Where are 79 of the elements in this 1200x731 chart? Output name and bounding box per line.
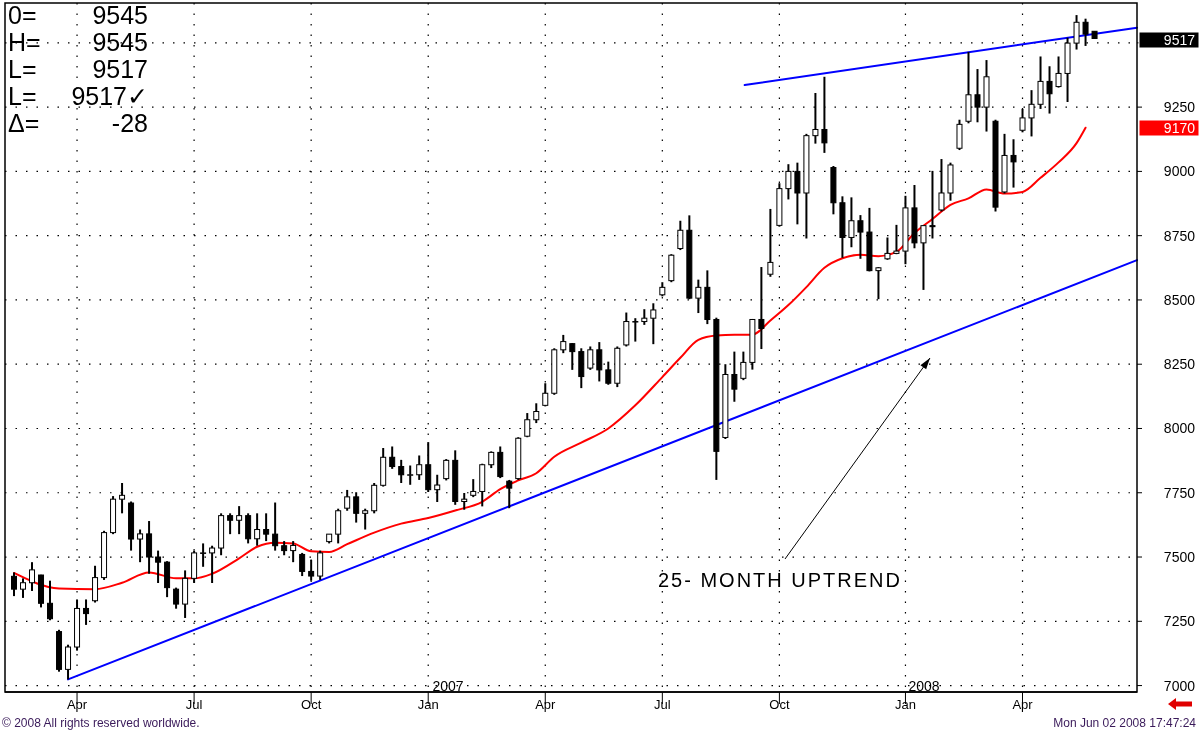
candlestick (1046, 65, 1053, 115)
candlestick (254, 512, 261, 547)
candlestick (407, 464, 414, 486)
x-tick-label: Jul (654, 697, 671, 712)
candlestick (47, 579, 54, 622)
text: © 2008 All rights reserved worldwide. (2, 716, 200, 730)
candlestick (812, 91, 819, 145)
candlestick (83, 598, 90, 626)
x-tick-label: Jul (185, 697, 203, 712)
text: 9517 (1163, 32, 1195, 48)
candlestick (1010, 138, 1017, 189)
candlestick (1055, 55, 1062, 89)
candlestick (290, 540, 297, 564)
x-tick-label: Jan (417, 697, 439, 712)
candlestick (344, 488, 351, 512)
candlestick (20, 577, 27, 599)
text: L= 9517✓ (8, 82, 148, 110)
y-tick-label: 8500 (1163, 291, 1196, 308)
candlestick (11, 571, 17, 598)
y-tick-label: 7000 (1163, 677, 1196, 694)
y-tick-label: 7750 (1163, 484, 1196, 501)
y-tick-label: 8750 (1163, 227, 1196, 244)
y-tick-label: 8000 (1163, 420, 1196, 437)
candlestick (299, 551, 306, 578)
candlestick (272, 501, 279, 552)
text: H= 9545 (8, 28, 148, 56)
text: 0= 9545 (8, 1, 148, 29)
candlestick (938, 158, 945, 213)
candlestick (857, 214, 864, 260)
candlestick (65, 643, 72, 681)
annotation: 25- MONTH UPTREND (657, 569, 903, 591)
candlestick (443, 458, 450, 482)
y-tick-label: 9250 (1163, 99, 1196, 116)
x-tick-label: Apr (535, 697, 557, 712)
candlestick (1073, 14, 1080, 51)
candlestick (1037, 55, 1044, 110)
candlestick (29, 561, 36, 592)
x-tick-label: Oct (301, 697, 322, 712)
candlestick (173, 586, 180, 610)
y-tick-label: 9000 (1163, 163, 1196, 180)
candlestick (317, 549, 324, 581)
candlestick (677, 219, 684, 252)
candlestick (398, 458, 405, 484)
candlestick (731, 350, 738, 403)
text: Mon Jun 02 2008 17:47:24 (1053, 716, 1197, 730)
x-tick-label: Oct (769, 697, 790, 712)
x-tick-label: Apr (1012, 697, 1034, 712)
annotation: 2008 (908, 678, 940, 694)
text: 9170 (1163, 120, 1196, 136)
candlestick (335, 507, 342, 545)
candlestick (362, 507, 369, 531)
candlestick (92, 564, 99, 604)
text: Δ= -28 (8, 109, 148, 137)
candlestick (209, 544, 216, 584)
candlestick (389, 445, 396, 470)
candlestick (236, 505, 243, 536)
candlestick (263, 512, 270, 543)
y-tick-label: 7250 (1163, 613, 1196, 630)
candlestick (650, 302, 657, 346)
candlestick (632, 317, 639, 343)
candlestick (740, 350, 747, 382)
candlestick (353, 491, 360, 524)
x-tick-label: Jan (894, 697, 916, 712)
candlestick (245, 512, 252, 545)
annotation: 2007 (432, 678, 464, 694)
candlestick (434, 473, 441, 504)
y-tick-label: 7500 (1163, 549, 1196, 566)
candlestick (623, 311, 630, 348)
candlestick (119, 481, 126, 515)
x-tick-label: Apr (66, 697, 88, 712)
annotation: 9517 (92, 55, 148, 83)
candlestick (227, 512, 234, 536)
candlestick (416, 454, 423, 481)
candlestick (560, 333, 567, 355)
candlestick (605, 360, 612, 386)
text: L= (8, 55, 37, 83)
candlestick (956, 118, 963, 152)
candlestick (533, 402, 540, 425)
y-tick-label: 8250 (1163, 356, 1196, 373)
